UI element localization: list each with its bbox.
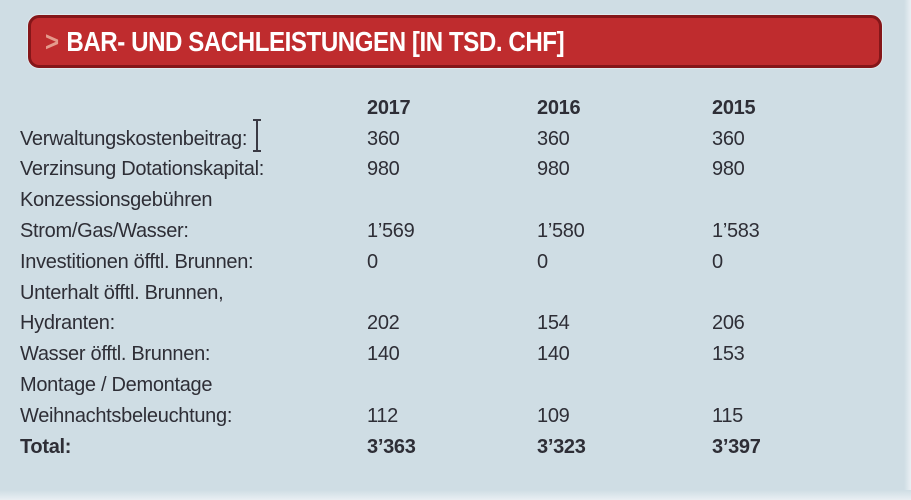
cell-value: 153 <box>712 343 745 366</box>
row-label: Verzinsung Dotationskapital: <box>20 158 264 181</box>
cell-value: 980 <box>537 158 570 181</box>
cell-value: 140 <box>367 343 400 366</box>
cell-value: 1’569 <box>367 220 415 243</box>
cell-value <box>712 185 905 216</box>
cell-value: 154 <box>537 312 570 335</box>
column-header-2015: 2015 <box>712 96 756 119</box>
table-corner-cell <box>20 93 367 124</box>
section-title: BAR- UND SACHLEISTUNGEN [IN TSD. CHF] <box>66 25 565 57</box>
chevron-right-icon: > <box>45 25 59 57</box>
cell-value: 0 <box>367 250 378 273</box>
cell-value: 1’580 <box>537 220 585 243</box>
page-edge-right <box>904 0 911 500</box>
cell-value-total: 3’397 <box>712 435 761 458</box>
cell-value: 202 <box>367 312 400 335</box>
cell-value: 112 <box>367 404 398 427</box>
cell-value-total: 3’363 <box>367 435 416 458</box>
cell-value: 140 <box>537 343 570 366</box>
row-label: Verwaltungskostenbeitrag: <box>20 127 248 150</box>
cell-value: 980 <box>367 158 400 181</box>
row-label: Montage / Demontage <box>20 374 213 397</box>
section-header-banner: > BAR- UND SACHLEISTUNGEN [IN TSD. CHF] <box>28 15 882 68</box>
cell-value <box>367 278 537 309</box>
cell-value: 360 <box>367 127 400 150</box>
benefits-table: 2017 2016 2015 Verwaltungskostenbeitrag:… <box>20 93 905 463</box>
row-label: Strom/Gas/Wasser: <box>20 220 189 243</box>
cell-value <box>537 370 712 401</box>
cell-value: 206 <box>712 312 745 335</box>
column-header-2017: 2017 <box>367 96 411 119</box>
cell-value: 0 <box>537 250 548 273</box>
row-label: Investitionen öfftl. Brunnen: <box>20 250 254 273</box>
cell-value <box>367 185 537 216</box>
cell-value: 1’583 <box>712 220 760 243</box>
cell-value: 980 <box>712 158 745 181</box>
row-label: Konzessionsgebühren <box>20 189 213 212</box>
page-edge-bottom <box>0 490 911 500</box>
cell-value: 360 <box>712 127 745 150</box>
row-label-total: Total: <box>20 435 72 458</box>
cell-value: 115 <box>712 404 743 427</box>
cell-value <box>712 370 905 401</box>
row-label: Wasser öfftl. Brunnen: <box>20 343 211 366</box>
column-header-2016: 2016 <box>537 96 581 119</box>
section-header-text: > BAR- UND SACHLEISTUNGEN [IN TSD. CHF] <box>45 25 565 58</box>
cell-value: 109 <box>537 404 570 427</box>
row-label: Unterhalt öfftl. Brunnen, <box>20 281 224 304</box>
cell-value: 360 <box>537 127 570 150</box>
cell-value <box>712 278 905 309</box>
cell-value <box>537 278 712 309</box>
cell-value: 0 <box>712 250 723 273</box>
row-label: Weihnachtsbeleuchtung: <box>20 404 233 427</box>
cell-value <box>367 370 537 401</box>
cell-value <box>537 185 712 216</box>
row-label: Hydranten: <box>20 312 115 335</box>
cell-value-total: 3’323 <box>537 435 586 458</box>
